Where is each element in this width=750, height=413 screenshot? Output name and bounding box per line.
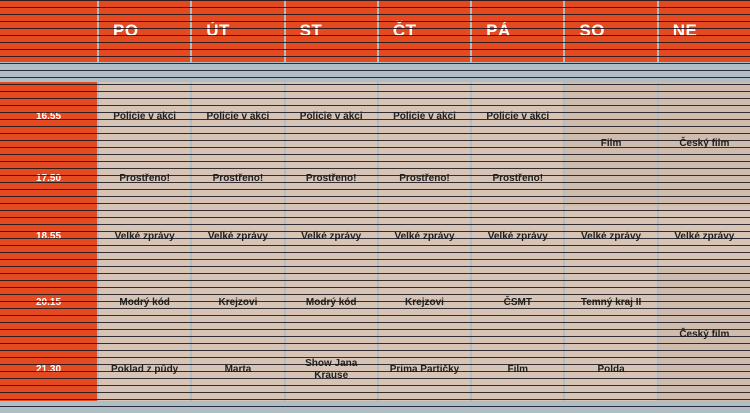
program-cell: Velké zprávy [192,206,284,268]
program-cell: Krejzovi [192,268,284,338]
program-cell: Prostřeno! [472,152,564,206]
program-cell: Polda [565,338,657,401]
day-header-ut: ÚT [192,0,284,62]
program-cell-sat-film: Film [565,82,657,206]
program-cell: Prostřeno! [285,152,377,206]
program-cell: Velké zprávy [285,206,377,268]
program-cell: Velké zprávy [658,206,750,268]
program-cell: Velké zprávy [565,206,657,268]
program-cell: Show Jana Krause [285,338,377,401]
program-cell: Krejzovi [378,268,471,338]
day-header-po: PO [99,0,191,62]
program-cell: Policie v akci [285,82,377,152]
program-cell: Velké zprávy [99,206,191,268]
day-header-ct: ČT [378,0,471,62]
header-corner [0,0,97,62]
program-cell: Poklad z půdy [99,338,191,401]
program-cell: ČSMT [472,268,564,338]
program-cell: Policie v akci [99,82,191,152]
program-cell: Policie v akci [472,82,564,152]
program-cell: Policie v akci [378,82,471,152]
day-header-pa: PÁ [472,0,564,62]
time-slot-2: 17.50 [0,152,97,206]
program-cell: Film [472,338,564,401]
program-cell: Marta [192,338,284,401]
program-cell: Velké zprávy [472,206,564,268]
program-cell: Prostřeno! [192,152,284,206]
program-cell: Modrý kód [99,268,191,338]
time-slot-4: 20.15 [0,268,97,338]
program-cell: Modrý kód [285,268,377,338]
program-cell: Prima Partičky [378,338,471,401]
program-cell-sun-evening-film: Český film [658,268,750,401]
program-cell-sun-film: Český film [658,82,750,206]
day-header-ne: NE [658,0,750,62]
program-cell: Prostřeno! [378,152,471,206]
program-cell: Prostřeno! [99,152,191,206]
program-cell: Temný kraj II [565,268,657,338]
day-header-so: SO [565,0,657,62]
header-spacer [0,62,750,82]
day-header-st: ST [285,0,377,62]
program-cell: Velké zprávy [378,206,471,268]
time-slot-1: 16.55 [0,82,97,152]
program-cell: Policie v akci [192,82,284,152]
time-slot-5: 21.30 [0,338,97,401]
time-slot-3: 18.55 [0,206,97,268]
